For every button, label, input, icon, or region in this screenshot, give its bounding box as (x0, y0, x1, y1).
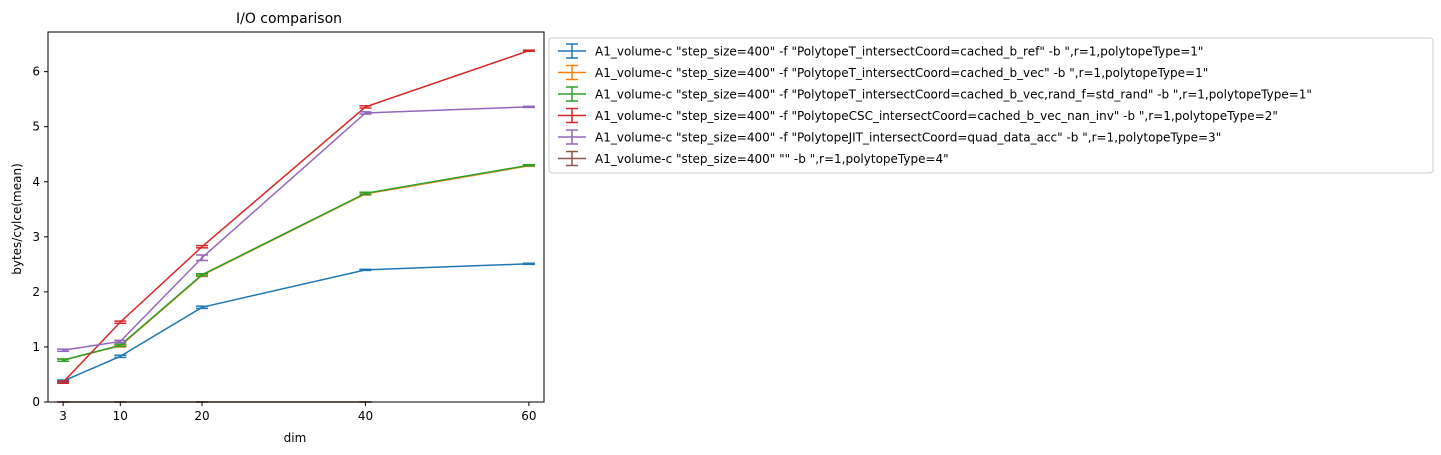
chart-title: I/O comparison (236, 11, 342, 27)
x-axis-label: dim (284, 431, 307, 445)
series-4 (57, 49, 535, 385)
legend: A1_volume-c "step_size=400" -f "Polytope… (548, 37, 1434, 174)
legend-label: A1_volume-c "step_size=400" -f "Polytope… (595, 88, 1312, 102)
y-tick-label: 3 (32, 230, 40, 244)
legend-entry: A1_volume-c "step_size=400" -f "Polytope… (558, 107, 1278, 124)
y-tick-label: 2 (32, 285, 40, 299)
legend-entry: A1_volume-c "step_size=400" -f "Polytope… (558, 43, 1203, 59)
series-5 (57, 105, 535, 353)
x-tick-label: 60 (521, 409, 536, 423)
legend-label: A1_volume-c "step_size=400" -f "Polytope… (595, 45, 1203, 59)
x-tick-label: 20 (194, 409, 209, 423)
x-tick-label: 40 (358, 409, 373, 423)
legend-label: A1_volume-c "step_size=400" "" -b ",r=1,… (595, 152, 949, 166)
y-tick-label: 4 (32, 175, 40, 189)
x-tick-label: 3 (59, 409, 67, 423)
y-tick-label: 0 (32, 395, 40, 409)
legend-entry: A1_volume-c "step_size=400" -f "Polytope… (558, 64, 1208, 81)
legend-entry: A1_volume-c "step_size=400" -f "Polytope… (558, 86, 1312, 102)
legend-entry: A1_volume-c "step_size=400" -f "Polytope… (558, 129, 1221, 145)
legend-label: A1_volume-c "step_size=400" -f "Polytope… (595, 66, 1208, 80)
x-tick-label: 10 (113, 409, 128, 423)
series-line (62, 50, 530, 383)
x-axis: 3 10 20 40 60 (59, 402, 537, 423)
plot-area (47, 31, 545, 403)
series-line (62, 263, 529, 382)
series-line (62, 164, 530, 361)
y-tick-label: 6 (32, 65, 40, 79)
plot-frame (47, 31, 545, 403)
legend-label: A1_volume-c "step_size=400" -f "Polytope… (595, 131, 1221, 145)
y-axis-label: bytes/cylce(mean) (10, 163, 24, 275)
series-1 (57, 262, 535, 383)
legend-label: A1_volume-c "step_size=400" -f "Polytope… (595, 109, 1278, 123)
series-3 (57, 163, 535, 363)
legend-entry: A1_volume-c "step_size=400" "" -b ",r=1,… (558, 150, 949, 167)
y-tick-label: 1 (32, 340, 40, 354)
series-line (62, 165, 530, 361)
y-axis: 0 1 2 3 4 5 6 (32, 65, 48, 409)
y-tick-label: 5 (32, 120, 40, 134)
legend-box (548, 37, 1434, 174)
